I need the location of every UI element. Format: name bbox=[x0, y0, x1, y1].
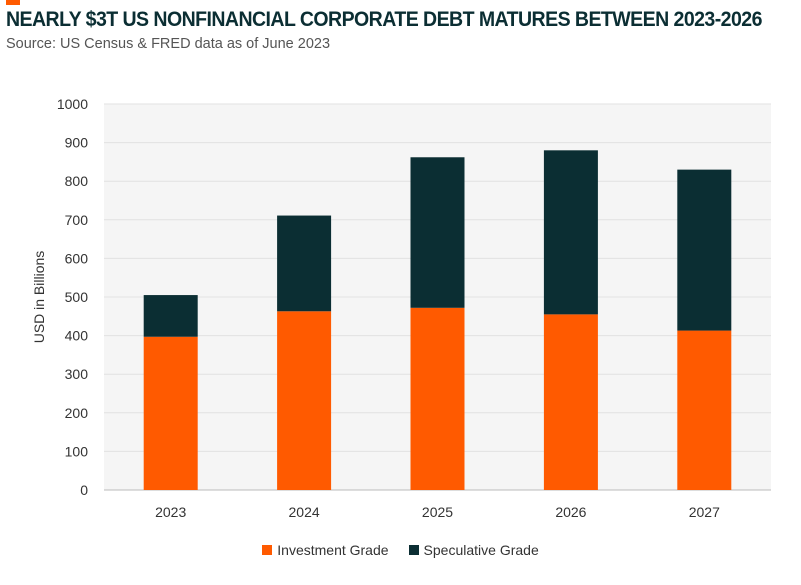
y-tick-label: 700 bbox=[65, 212, 89, 228]
x-tick-label: 2026 bbox=[555, 504, 586, 520]
y-tick-label: 900 bbox=[65, 135, 89, 151]
bar-investment-grade-2024 bbox=[277, 311, 332, 490]
y-tick-label: 200 bbox=[65, 405, 89, 421]
y-axis-label: USD in Billions bbox=[31, 251, 47, 344]
bar-speculative-grade-2025 bbox=[410, 157, 465, 308]
bar-speculative-grade-2024 bbox=[277, 215, 332, 312]
y-tick-label: 500 bbox=[65, 289, 89, 305]
chart-title: NEARLY $3T US NONFINANCIAL CORPORATE DEB… bbox=[6, 8, 762, 31]
legend: Investment Grade Speculative Grade bbox=[0, 542, 801, 558]
legend-swatch-speculative-grade bbox=[408, 545, 419, 555]
legend-label-investment-grade: Investment Grade bbox=[277, 542, 389, 558]
legend-item-investment-grade: Investment Grade bbox=[262, 542, 389, 558]
y-tick-label: 400 bbox=[65, 328, 89, 344]
y-tick-label: 800 bbox=[65, 173, 89, 189]
bar-investment-grade-2026 bbox=[543, 314, 598, 490]
bar-speculative-grade-2023 bbox=[143, 295, 198, 337]
legend-label-speculative-grade: Speculative Grade bbox=[423, 542, 539, 558]
bar-investment-grade-2025 bbox=[410, 307, 465, 490]
x-tick-label: 2023 bbox=[155, 504, 186, 520]
title-accent-bar bbox=[6, 0, 20, 5]
bar-speculative-grade-2026 bbox=[543, 150, 598, 315]
chart-subtitle: Source: US Census & FRED data as of June… bbox=[6, 36, 331, 52]
y-tick-label: 0 bbox=[80, 482, 88, 498]
y-tick-label: 1000 bbox=[57, 96, 88, 112]
y-tick-label: 300 bbox=[65, 366, 89, 382]
x-tick-label: 2024 bbox=[289, 504, 320, 520]
y-tick-label: 600 bbox=[65, 250, 89, 266]
bar-investment-grade-2027 bbox=[677, 330, 732, 490]
x-tick-label: 2027 bbox=[689, 504, 720, 520]
y-tick-label: 100 bbox=[65, 443, 89, 459]
legend-item-speculative-grade: Speculative Grade bbox=[408, 542, 539, 558]
bar-investment-grade-2023 bbox=[143, 336, 198, 490]
legend-swatch-investment-grade bbox=[262, 545, 273, 555]
x-tick-label: 2025 bbox=[422, 504, 453, 520]
bar-speculative-grade-2027 bbox=[677, 169, 732, 331]
